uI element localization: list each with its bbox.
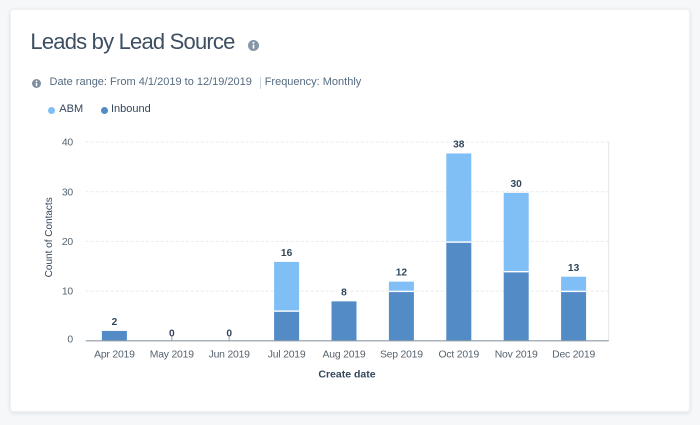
svg-text:38: 38 <box>453 140 465 151</box>
svg-text:16: 16 <box>281 248 293 259</box>
svg-text:May 2019: May 2019 <box>150 350 194 361</box>
svg-text:0: 0 <box>67 334 73 345</box>
svg-text:40: 40 <box>62 138 74 149</box>
svg-text:Oct 2019: Oct 2019 <box>439 350 480 361</box>
svg-text:Apr 2019: Apr 2019 <box>94 350 135 361</box>
svg-text:30: 30 <box>511 179 523 190</box>
svg-text:Dec 2019: Dec 2019 <box>552 350 595 361</box>
svg-text:20: 20 <box>62 237 74 248</box>
svg-text:Jun 2019: Jun 2019 <box>209 350 251 361</box>
svg-text:30: 30 <box>62 187 74 198</box>
svg-text:Jul 2019: Jul 2019 <box>268 350 306 361</box>
svg-text:2: 2 <box>112 317 118 328</box>
svg-text:Nov 2019: Nov 2019 <box>495 350 538 361</box>
svg-text:Create date: Create date <box>318 369 375 381</box>
svg-text:10: 10 <box>62 287 74 298</box>
svg-text:Sep 2019: Sep 2019 <box>380 350 423 361</box>
svg-text:Aug 2019: Aug 2019 <box>323 350 366 361</box>
svg-text:0: 0 <box>169 328 175 339</box>
svg-text:0: 0 <box>226 328 232 339</box>
svg-text:8: 8 <box>341 288 347 299</box>
svg-text:12: 12 <box>396 268 408 279</box>
svg-text:13: 13 <box>568 263 580 274</box>
svg-text:Count of Contacts: Count of Contacts <box>44 197 55 277</box>
